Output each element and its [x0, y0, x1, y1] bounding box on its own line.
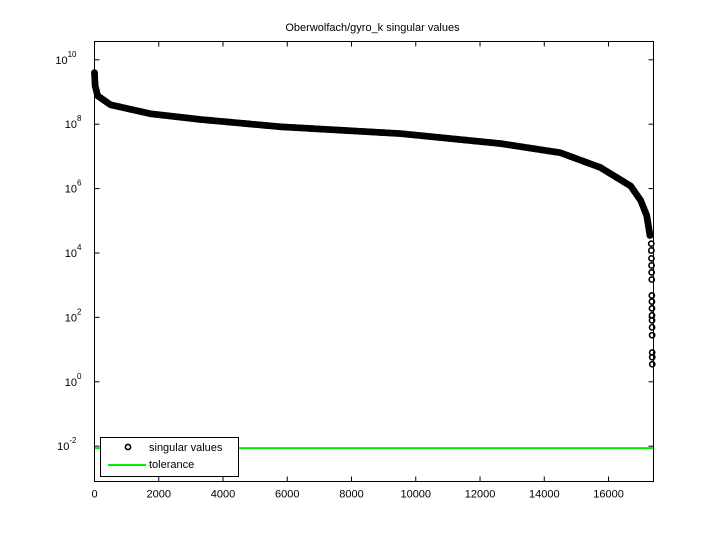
plot-frame [94, 41, 654, 482]
x-tick-label: 2000 [147, 489, 171, 501]
y-axis: 10-2 100 102 104 106 108 1010 [55, 50, 654, 453]
x-tick-label: 0 [91, 489, 97, 501]
legend-item-tolerance: tolerance [101, 458, 238, 474]
y-tick-label: 100 [65, 372, 82, 389]
x-tick-label: 14000 [529, 489, 560, 501]
y-tick-label: 106 [65, 179, 82, 196]
singular-values-series [91, 69, 656, 368]
y-tick-label: 108 [65, 114, 82, 131]
circle-marker-icon [124, 443, 132, 451]
y-tick-label: 104 [65, 243, 82, 260]
y-tick-label: 1010 [55, 50, 77, 67]
x-axis: 0 2000 4000 6000 8000 10000 12000 14000 16000 [91, 41, 624, 501]
x-tick-label: 4000 [211, 489, 235, 501]
x-tick-label: 8000 [339, 489, 363, 501]
legend-item-singular-values: singular values [101, 441, 238, 457]
x-tick-label: 12000 [465, 489, 496, 501]
x-tick-label: 10000 [400, 489, 431, 501]
legend: singular values tolerance [100, 437, 239, 477]
x-tick-label: 6000 [275, 489, 299, 501]
legend-label: singular values [149, 442, 223, 454]
y-tick-label: 10-2 [57, 436, 77, 453]
x-tick-label: 16000 [593, 489, 624, 501]
legend-label: tolerance [149, 459, 195, 471]
y-tick-label: 102 [65, 307, 82, 324]
line-marker-icon [108, 464, 146, 466]
chart-title: Oberwolfach/gyro_k singular values [285, 22, 460, 34]
data-layer [91, 69, 656, 450]
